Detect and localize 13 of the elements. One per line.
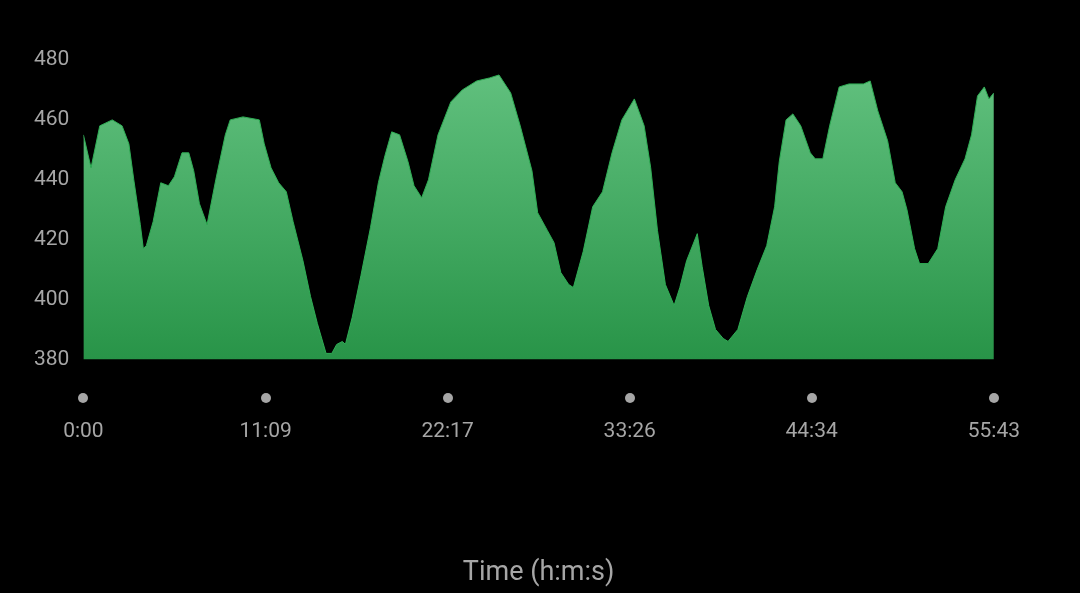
y-tick-label: 440: [33, 166, 70, 191]
x-tick-label: 22:17: [421, 418, 474, 443]
x-tick-label: 0:00: [63, 418, 104, 443]
y-tick-label: 480: [33, 46, 70, 71]
y-tick-label: 420: [33, 225, 70, 250]
x-axis-title: Time (h:m:s): [462, 554, 615, 587]
y-tick-label: 460: [33, 106, 70, 131]
x-tick-label: 55:43: [967, 418, 1020, 443]
x-tick-label: 11:09: [239, 418, 292, 443]
y-tick-label: 400: [33, 285, 70, 310]
x-tick-label: 33:26: [603, 418, 656, 443]
x-tick-label: 44:34: [785, 418, 838, 443]
y-tick-label: 380: [33, 345, 70, 370]
